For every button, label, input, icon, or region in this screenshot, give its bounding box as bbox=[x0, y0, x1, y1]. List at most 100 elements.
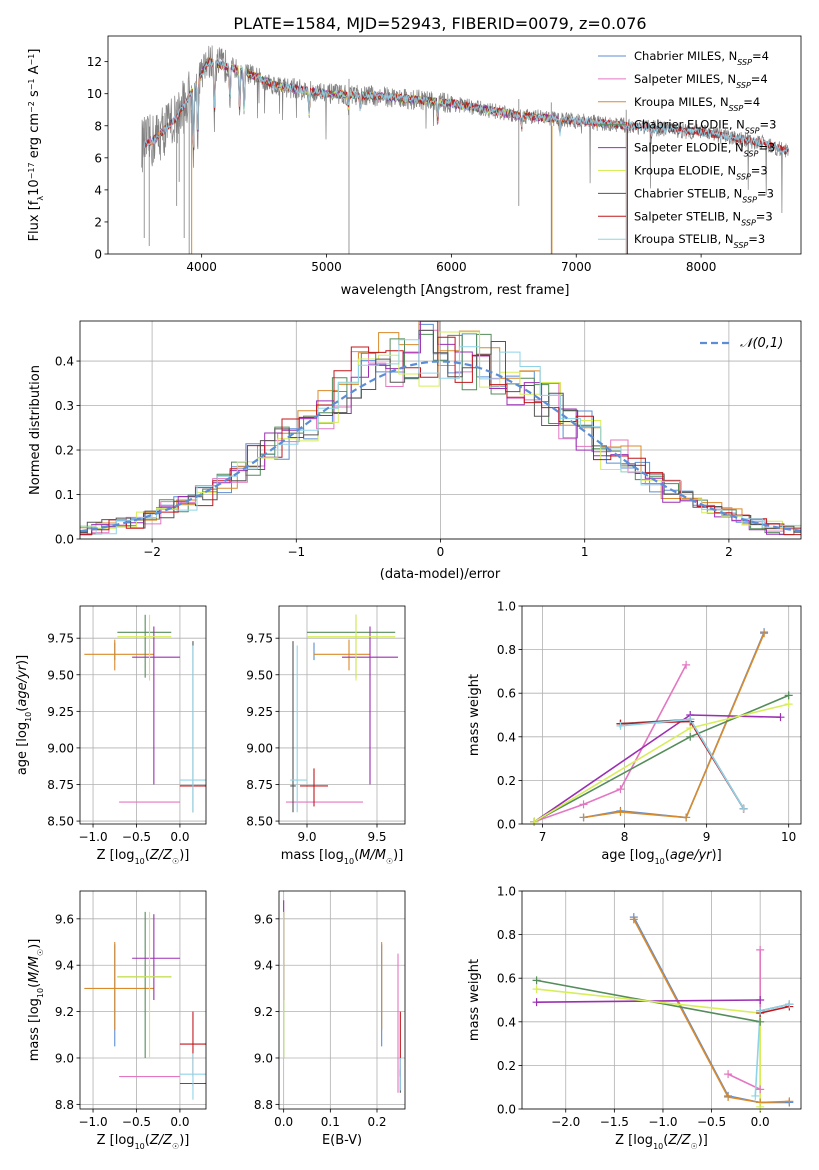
weight-marker bbox=[616, 808, 625, 817]
tick-label-x: −0.5 bbox=[122, 1115, 151, 1129]
tick-label-y: 9.75 bbox=[47, 632, 74, 646]
residual-histogram bbox=[80, 336, 801, 536]
figure-title: PLATE=1584, MJD=52943, FIBERID=0079, z=0… bbox=[233, 14, 646, 33]
axes-frame bbox=[278, 890, 406, 1110]
tick-label-y: 9.6 bbox=[55, 912, 74, 926]
tick-label-x: 8000 bbox=[686, 260, 717, 274]
weight-line bbox=[533, 694, 790, 823]
tick-label-y: 9.4 bbox=[55, 959, 74, 973]
tick-label-x: −0.5 bbox=[122, 830, 151, 844]
tick-label-x: 9 bbox=[703, 830, 711, 844]
tick-label-x: −2.0 bbox=[551, 1115, 580, 1129]
axes-frame bbox=[107, 35, 802, 255]
weight-line bbox=[534, 664, 687, 823]
tick-label-y: 0.4 bbox=[55, 355, 74, 369]
tick-label-x: −1.5 bbox=[600, 1115, 629, 1129]
legend-label: Chabrier STELIB, NSSP=3 bbox=[634, 186, 774, 204]
plot-area bbox=[533, 631, 790, 823]
tick-label-x: 6000 bbox=[436, 260, 467, 274]
normal-curve bbox=[80, 360, 801, 533]
weight-marker bbox=[724, 1070, 733, 1079]
weight-line bbox=[583, 631, 765, 819]
y-axis-label: Flux [fλ10−17 erg cm−2 s−1 A−1] bbox=[27, 49, 45, 242]
weight-marker bbox=[756, 1102, 765, 1111]
y-axis-label: Normed distribution bbox=[28, 365, 43, 495]
weight-marker bbox=[756, 945, 765, 954]
tick-label-y: 0 bbox=[94, 248, 102, 262]
tick-label-y: 0.1 bbox=[55, 488, 74, 502]
legend-label: Salpeter ELODIE, NSSP=3 bbox=[634, 141, 775, 159]
tick-label-y: 8.75 bbox=[246, 778, 273, 792]
tick-label-y: 8.8 bbox=[55, 1098, 74, 1112]
weight-marker bbox=[616, 721, 625, 730]
tick-label-x: −1.0 bbox=[648, 1115, 677, 1129]
tick-label-y: 0.2 bbox=[497, 774, 516, 788]
tick-label-y: 0.0 bbox=[55, 533, 74, 547]
legend-label: Salpeter STELIB, NSSP=3 bbox=[634, 209, 773, 227]
weight-marker bbox=[760, 629, 769, 638]
axes-frame bbox=[521, 605, 802, 825]
tick-label-x: 4000 bbox=[186, 260, 217, 274]
spectrum-plot: 4000 5000 6000 7000 8000 0 2 4 6 8 10 12 wavelength … bbox=[27, 35, 802, 298]
legend-label: Chabrier MILES, NSSP=4 bbox=[634, 49, 769, 67]
weight-marker bbox=[739, 804, 748, 813]
x-axis-label: wavelength [Angstrom, rest frame] bbox=[341, 283, 570, 298]
tick-label-x: 8 bbox=[621, 830, 629, 844]
x-axis-label: age [log10(age/yr)] bbox=[601, 848, 721, 866]
tick-label-y: 9.25 bbox=[47, 705, 74, 719]
legend-label: Kroupa STELIB, NSSP=3 bbox=[634, 232, 765, 250]
plot-area bbox=[283, 900, 401, 1093]
x-axis-label: Z [log10(Z/Z☉)] bbox=[615, 1133, 708, 1151]
weight-line bbox=[633, 918, 790, 1104]
weight-line bbox=[760, 1005, 790, 1014]
tick-label-y: 8.50 bbox=[246, 815, 273, 829]
tick-label-y: 0.4 bbox=[497, 730, 516, 744]
tick-label-x: −1.0 bbox=[78, 830, 107, 844]
axes-frame bbox=[79, 890, 207, 1110]
weight-marker bbox=[682, 813, 691, 822]
tick-label-y: 1.0 bbox=[497, 600, 516, 614]
axes-frame bbox=[278, 605, 406, 825]
tick-label-y: 9.00 bbox=[47, 741, 74, 755]
weight-marker bbox=[756, 1017, 765, 1026]
weight-marker bbox=[629, 915, 638, 924]
tick-label-y: 9.6 bbox=[254, 912, 273, 926]
tick-label-y: 0.6 bbox=[497, 972, 516, 986]
y-axis-label: mass weight bbox=[467, 674, 482, 756]
tick-label-x: 9.5 bbox=[367, 830, 386, 844]
x-axis-label: Z [log10(Z/Z☉)] bbox=[97, 1133, 190, 1151]
tick-label-x: 0.0 bbox=[751, 1115, 770, 1129]
tick-label-y: 8.8 bbox=[254, 1098, 273, 1112]
tick-label-y: 9.2 bbox=[55, 1005, 74, 1019]
model-spectrum bbox=[143, 59, 789, 155]
weight-marker bbox=[530, 817, 539, 826]
tick-label-y: 0.4 bbox=[497, 1015, 516, 1029]
x-axis-label: Z [log10(Z/Z☉)] bbox=[97, 848, 190, 866]
tick-label-y: 9.75 bbox=[246, 632, 273, 646]
weight-marker bbox=[785, 1097, 794, 1106]
tick-label-y: 10 bbox=[87, 87, 102, 101]
legend-label: Kroupa MILES, NSSP=4 bbox=[634, 95, 760, 113]
weight-marker bbox=[724, 1093, 733, 1102]
weight-marker bbox=[784, 700, 793, 709]
weight-marker bbox=[785, 1000, 794, 1009]
tick-label-y: 6 bbox=[94, 151, 102, 165]
weight-marker bbox=[532, 998, 541, 1007]
tick-label-x: 0 bbox=[437, 545, 445, 559]
tick-label-y: 9.4 bbox=[254, 959, 273, 973]
weight-marker bbox=[776, 713, 785, 722]
x-axis-label: (data-model)/error bbox=[380, 567, 501, 582]
tick-label-y: 9.2 bbox=[254, 1005, 273, 1019]
residuals-plot: −2 −1 0 1 2 0.0 0.1 0.2 0.3 0.4 (data-model)/error… bbox=[28, 320, 802, 582]
weight-marker bbox=[682, 660, 691, 669]
age-weight-plot: 7 8 9 10 0.0 0.2 0.4 0.6 0.8 1.0 age [log10(age/yr… bbox=[467, 600, 802, 866]
tick-label-y: 0.2 bbox=[55, 444, 74, 458]
legend-label: Kroupa ELODIE, NSSP=3 bbox=[634, 164, 768, 182]
tick-label-y: 0.2 bbox=[497, 1059, 516, 1073]
y-axis-label: age [log10(age/yr)] bbox=[15, 655, 33, 775]
plot-area bbox=[141, 45, 789, 254]
tick-label-y: 4 bbox=[94, 183, 102, 197]
tick-label-y: 9.25 bbox=[246, 705, 273, 719]
tick-label-x: 0.1 bbox=[321, 1115, 340, 1129]
tick-label-y: 2 bbox=[94, 215, 102, 229]
